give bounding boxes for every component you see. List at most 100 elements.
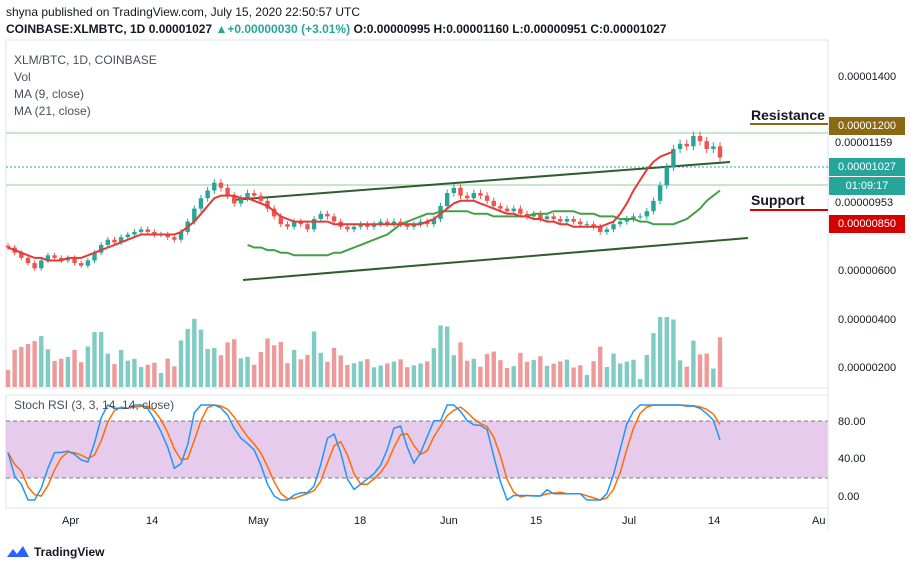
candle-body	[132, 231, 137, 235]
volume-bar	[671, 319, 676, 387]
last-price-badge: 0.00001027	[829, 158, 905, 176]
volume-bar	[425, 361, 430, 387]
candle-body	[558, 218, 563, 222]
legend-title: XLM/BTC, 1D, COINBASE	[14, 53, 157, 67]
price-tick: 0.00000400	[838, 314, 896, 326]
volume-bar	[165, 358, 170, 387]
volume-bar	[498, 360, 503, 387]
volume-bar	[45, 349, 51, 387]
volume-bar	[325, 361, 330, 387]
candle-body	[411, 224, 417, 227]
candle-body	[371, 224, 377, 227]
volume-bar	[158, 373, 164, 387]
candle-body	[657, 185, 663, 201]
candle-body	[39, 260, 44, 269]
candle-body	[458, 187, 463, 196]
time-tick: Au	[812, 515, 825, 527]
volume-bar	[65, 356, 71, 387]
time-tick: 15	[530, 515, 542, 527]
volume-bar	[631, 359, 636, 387]
volume-bar	[5, 370, 11, 387]
volume-bar	[218, 355, 224, 387]
tradingview-logo[interactable]: TradingView	[6, 545, 104, 559]
candle-body	[677, 143, 683, 149]
candle-body	[684, 143, 689, 147]
volume-bar	[298, 359, 303, 387]
volume-bar	[558, 361, 563, 387]
resistance-label: Resistance	[751, 107, 825, 123]
volume-bar	[205, 349, 210, 387]
candle-body	[551, 216, 556, 219]
time-tick: 14	[146, 515, 158, 527]
volume-bar	[138, 367, 144, 387]
volume-bar	[697, 354, 703, 387]
resistance-price-badge: 0.00001200	[829, 117, 905, 135]
high-value: 0.00001160	[446, 22, 509, 36]
volume-bar	[478, 366, 483, 387]
volume-bar	[604, 367, 610, 387]
candle-body	[178, 231, 184, 240]
volume-bar	[511, 366, 516, 387]
volume-bar	[518, 352, 523, 387]
candle-body	[85, 260, 91, 266]
volume-bar	[318, 352, 323, 387]
candle-body	[604, 229, 610, 232]
change-value: +0.00000030 (+3.01%)	[227, 22, 351, 36]
volume-bar	[704, 353, 709, 387]
volume-bar	[19, 346, 24, 387]
volume-bar	[564, 359, 570, 387]
candle-body	[265, 200, 270, 209]
candle-body	[345, 226, 350, 230]
candle-body	[112, 239, 117, 243]
candle-body	[518, 208, 523, 214]
time-tick: 14	[708, 515, 720, 527]
candle-body	[318, 213, 323, 219]
candle-body	[717, 146, 723, 158]
candle-body	[311, 218, 317, 230]
volume-bar	[98, 331, 104, 387]
candle-body	[52, 255, 57, 258]
candle-body	[351, 226, 357, 230]
candle-body	[205, 190, 210, 199]
volume-bar	[291, 349, 297, 387]
price-tick: 0.00000200	[838, 362, 896, 374]
volume-bar	[358, 361, 363, 387]
volume-bar	[531, 359, 536, 387]
volume-bar	[418, 363, 423, 387]
volume-bar	[691, 340, 696, 387]
candle-body	[617, 221, 623, 225]
volume-bar	[52, 360, 57, 387]
volume-bar	[351, 363, 357, 387]
candle-body	[438, 206, 443, 219]
candle-body	[491, 200, 496, 207]
volume-bar	[112, 364, 117, 387]
candle-body	[578, 221, 583, 225]
volume-bar	[365, 359, 370, 387]
candle-body	[118, 237, 124, 243]
candle-body	[232, 195, 237, 204]
volume-bar	[544, 365, 550, 387]
low-value: 0.00000951	[523, 22, 588, 36]
volume-bars	[5, 317, 723, 387]
volume-bar	[551, 363, 556, 387]
ma9-line	[7, 150, 674, 262]
volume-bar	[39, 336, 44, 387]
candle-body	[598, 226, 603, 232]
volume-bar	[278, 341, 284, 387]
volume-bar	[398, 359, 403, 387]
candle-body	[498, 206, 503, 209]
candle-body	[378, 221, 383, 225]
volume-bar	[385, 363, 390, 387]
volume-bar	[338, 355, 343, 387]
time-tick: 18	[354, 515, 366, 527]
volume-bar	[504, 368, 510, 387]
volume-bar	[192, 318, 197, 387]
volume-bar	[711, 368, 716, 387]
candle-body	[245, 193, 250, 199]
volume-bar	[717, 337, 723, 387]
time-tick: May	[248, 515, 269, 527]
candle-body	[484, 195, 490, 201]
candle-body	[358, 224, 363, 227]
candle-body	[138, 229, 144, 232]
